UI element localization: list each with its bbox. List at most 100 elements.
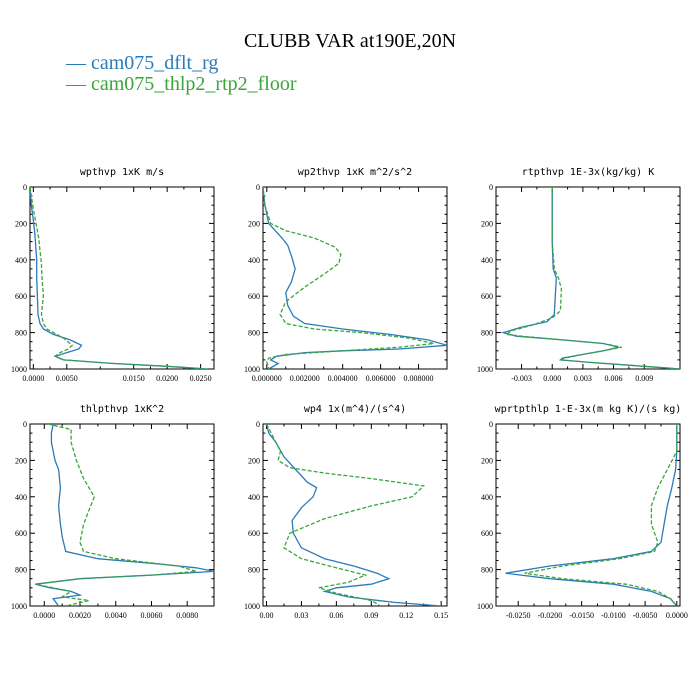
x-tick-label: 0.03 <box>294 611 308 620</box>
series-line-floor <box>30 187 208 369</box>
y-tick-label: 0 <box>23 183 27 192</box>
panel-title: wp4 1x(m^4)/(s^4) <box>304 404 406 415</box>
y-tick-label: 800 <box>15 329 27 338</box>
plot-frame <box>262 423 448 607</box>
y-tick-label: 600 <box>481 292 493 301</box>
series-line-dflt <box>30 187 208 369</box>
series-line-floor <box>504 187 680 369</box>
x-tick-label: 0.002000 <box>290 374 320 383</box>
x-tick-label: 0.0200 <box>156 374 178 383</box>
y-tick-label: 200 <box>15 219 27 228</box>
x-tick-label: 0.006 <box>605 374 623 383</box>
x-tick-label: 0.0150 <box>123 374 145 383</box>
y-tick-label: 800 <box>248 329 260 338</box>
y-tick-label: 1000 <box>244 365 260 374</box>
y-tick-label: 800 <box>248 566 260 575</box>
y-tick-label: 0 <box>23 420 27 429</box>
y-tick-label: 400 <box>248 256 260 265</box>
y-tick-label: 0 <box>489 420 493 429</box>
x-tick-label: 0.009 <box>635 374 653 383</box>
x-tick-label: 0.0000 <box>666 611 688 620</box>
panel-title: wpthvp 1xK m/s <box>80 167 164 178</box>
series-line-dflt <box>263 187 447 369</box>
x-tick-label: 0.0050 <box>56 374 78 383</box>
chart-panel-3: rtpthvp 1E-3x(kg/kg) K 0 200 400 600 800 1000 -… <box>477 167 681 383</box>
x-tick-label: 0.0060 <box>140 611 162 620</box>
x-tick-label: 0.0250 <box>190 374 212 383</box>
series-line-floor <box>524 424 678 606</box>
x-tick-label: -0.0250 <box>506 611 531 620</box>
x-tick-label: 0.0080 <box>176 611 198 620</box>
series-line-dflt <box>35 424 214 606</box>
y-tick-label: 800 <box>481 566 493 575</box>
plot-frame <box>29 186 215 370</box>
x-tick-label: 0.000000 <box>252 374 282 383</box>
chart-panel-6: wprtpthlp 1-E-3x(m kg K)/(s kg)0 200 400 60… <box>477 404 688 620</box>
x-tick-label: 0.06 <box>329 611 343 620</box>
y-tick-label: 400 <box>481 493 493 502</box>
legend-entry-floor: — cam075_thlp2_rtp2_floor <box>66 73 297 95</box>
y-tick-label: 200 <box>481 219 493 228</box>
x-tick-label: 0.003 <box>574 374 592 383</box>
x-tick-label: 0.09 <box>364 611 378 620</box>
plot-frame <box>262 186 448 370</box>
y-tick-label: 600 <box>481 529 493 538</box>
y-tick-label: 200 <box>248 219 260 228</box>
x-tick-label: 0.0000 <box>22 374 44 383</box>
plot-frame <box>495 423 681 607</box>
legend-entry-dflt: — cam075_dflt_rg <box>66 52 219 74</box>
panel-title: thlpthvp 1xK^2 <box>80 404 164 415</box>
x-tick-label: 0.15 <box>434 611 448 620</box>
y-tick-label: 1000 <box>477 602 493 611</box>
y-tick-label: 1000 <box>477 365 493 374</box>
chart-panel-4: thlpthvp 1xK^2 0 200 400 600 800 1000 0.0000 0.0… <box>11 404 215 620</box>
y-tick-label: 400 <box>248 493 260 502</box>
chart-panel-2: wp2thvp 1xK m^2/s^2020040060080010000.00… <box>244 167 448 383</box>
y-tick-label: 1000 <box>11 602 27 611</box>
y-tick-label: 400 <box>481 256 493 265</box>
y-tick-label: 0 <box>256 420 260 429</box>
panel-title: wp2thvp 1xK m^2/s^2 <box>298 167 412 178</box>
y-tick-label: 600 <box>248 292 260 301</box>
x-tick-label: 0.008000 <box>404 374 434 383</box>
x-tick-label: 0.00 <box>259 611 273 620</box>
y-tick-label: 0 <box>489 183 493 192</box>
y-tick-label: 0 <box>256 183 260 192</box>
x-tick-label: 0.004000 <box>328 374 358 383</box>
x-tick-label: -0.0150 <box>569 611 594 620</box>
x-tick-label: 0.0000 <box>33 611 55 620</box>
y-tick-label: 600 <box>15 292 27 301</box>
x-tick-label: 0.0040 <box>105 611 127 620</box>
y-tick-label: 1000 <box>11 365 27 374</box>
y-tick-label: 200 <box>481 456 493 465</box>
x-tick-label: -0.0200 <box>538 611 563 620</box>
panel-title: wprtpthlp 1-E-3x(m kg K)/(s kg) <box>495 404 682 415</box>
series-line-floor <box>265 424 426 606</box>
x-tick-label: 0.12 <box>399 611 413 620</box>
plot-frame <box>29 423 215 607</box>
y-tick-label: 400 <box>15 256 27 265</box>
y-tick-label: 600 <box>15 529 27 538</box>
series-line-floor <box>263 187 434 369</box>
y-tick-label: 600 <box>248 529 260 538</box>
x-tick-label: -0.0100 <box>601 611 626 620</box>
panel-title: rtpthvp 1E-3x(kg/kg) K <box>522 167 654 178</box>
series-line-dflt <box>505 424 678 606</box>
x-tick-label: 0.000 <box>543 374 561 383</box>
x-tick-label: -0.0050 <box>633 611 658 620</box>
y-tick-label: 1000 <box>244 602 260 611</box>
y-tick-label: 400 <box>15 493 27 502</box>
x-tick-label: 0.0020 <box>69 611 91 620</box>
figure-title: CLUBB VAR at190E,20N <box>243 30 457 52</box>
y-tick-label: 200 <box>248 456 260 465</box>
y-tick-label: 200 <box>15 456 27 465</box>
x-tick-label: 0.006000 <box>366 374 396 383</box>
y-tick-label: 800 <box>15 566 27 575</box>
series-line-dflt <box>265 424 442 606</box>
x-tick-label: -0.003 <box>511 374 532 383</box>
series-line-floor <box>35 424 197 606</box>
